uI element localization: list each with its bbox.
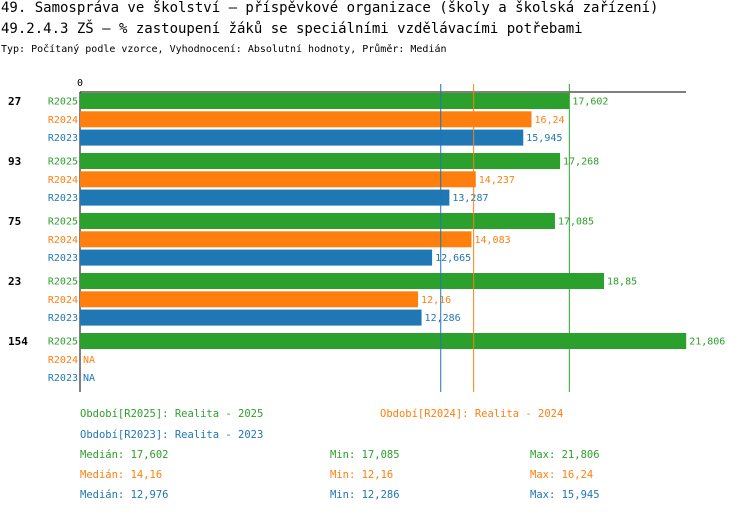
bar [80, 231, 472, 248]
x-tick-label-0: 0 [77, 78, 83, 89]
legend-period-r2023: Období[R2023]: Realita - 2023 [80, 429, 264, 441]
bar [80, 273, 605, 289]
series-label: R2025 [48, 277, 78, 288]
bar [80, 309, 422, 326]
series-label: R2025 [48, 337, 78, 348]
chart-subtitle: 49.2.4.3 ZŠ – % zastoupení žáků se speci… [1, 21, 583, 37]
chart-info: Typ: Počítaný podle vzorce, Vyhodnocení:… [1, 44, 447, 55]
stat-max-r2024: Max: 16,24 [530, 469, 594, 481]
series-label: R2023 [48, 313, 78, 324]
stat-min-r2023: Min: 12,286 [330, 489, 400, 501]
category-label: 93 [8, 155, 21, 168]
stat-max-r2023: Max: 15,945 [530, 489, 600, 501]
series-label: R2024 [48, 175, 78, 186]
series-label: R2025 [48, 97, 78, 108]
data-label: 17,268 [563, 157, 599, 168]
series-label: R2024 [48, 355, 78, 366]
bar [80, 129, 524, 146]
stat-min-r2025: Min: 17,085 [330, 449, 400, 461]
data-label: 17,085 [558, 217, 594, 228]
category-label: 27 [8, 95, 21, 108]
data-label: 21,806 [689, 337, 725, 348]
data-label: 16,24 [534, 115, 564, 126]
series-label: R2024 [48, 115, 78, 126]
stat-median-r2023: Medián: 12,976 [80, 489, 169, 501]
data-label: 17,602 [572, 97, 608, 108]
bar [80, 171, 476, 188]
stat-median-r2024: Medián: 14,16 [80, 469, 163, 481]
bar [80, 213, 555, 229]
series-label: R2025 [48, 157, 78, 168]
data-label: 14,083 [475, 235, 511, 246]
stat-median-r2025: Medián: 17,602 [80, 449, 169, 461]
category-label: 23 [8, 275, 21, 288]
data-label: 15,945 [526, 133, 562, 144]
category-label: 75 [8, 215, 21, 228]
category-label: 154 [8, 335, 28, 348]
data-label: 18,85 [607, 277, 637, 288]
data-label: 13,287 [452, 193, 488, 204]
bar [80, 153, 561, 169]
legend-period-r2025: Období[R2025]: Realita - 2025 [80, 408, 264, 420]
stat-max-r2025: Max: 21,806 [530, 449, 600, 461]
bar [80, 111, 532, 128]
bar [80, 249, 433, 266]
data-label: NA [83, 355, 95, 366]
data-label: 12,665 [435, 253, 471, 264]
series-label: R2023 [48, 373, 78, 384]
data-label: 14,237 [479, 175, 515, 186]
chart-title: 49. Samospráva ve školství – příspěvkové… [1, 0, 659, 16]
data-label: 12,16 [421, 295, 451, 306]
bar [80, 291, 419, 308]
data-label: NA [83, 373, 95, 384]
data-label: 12,286 [425, 313, 461, 324]
series-label: R2024 [48, 235, 78, 246]
series-label: R2025 [48, 217, 78, 228]
series-label: R2023 [48, 193, 78, 204]
bar [80, 333, 687, 349]
legend-period-r2024: Období[R2024]: Realita - 2024 [380, 408, 564, 420]
series-label: R2023 [48, 253, 78, 264]
series-label: R2023 [48, 133, 78, 144]
stat-min-r2024: Min: 12,16 [330, 469, 394, 481]
bar [80, 189, 450, 206]
bar [80, 93, 570, 109]
series-label: R2024 [48, 295, 78, 306]
